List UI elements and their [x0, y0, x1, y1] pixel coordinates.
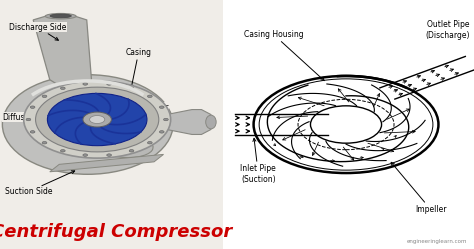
Text: Casing Housing: Casing Housing	[244, 30, 324, 81]
Circle shape	[129, 150, 134, 152]
Circle shape	[30, 106, 35, 108]
Circle shape	[107, 154, 111, 156]
Circle shape	[159, 106, 164, 108]
Circle shape	[47, 93, 147, 146]
Text: Impeller: Impeller	[134, 103, 169, 114]
Bar	[223, 0, 474, 249]
Circle shape	[42, 95, 47, 98]
Circle shape	[24, 81, 171, 158]
Circle shape	[61, 87, 65, 89]
Ellipse shape	[50, 14, 71, 18]
Text: Suction Side: Suction Side	[5, 171, 75, 196]
Polygon shape	[50, 154, 164, 172]
Ellipse shape	[45, 13, 76, 19]
Text: Inlet Pipe
(Suction): Inlet Pipe (Suction)	[240, 138, 276, 184]
Circle shape	[147, 95, 152, 98]
Ellipse shape	[2, 75, 173, 174]
Text: Outlet Pipe
(Discharge): Outlet Pipe (Discharge)	[426, 20, 470, 40]
Circle shape	[90, 116, 105, 124]
Polygon shape	[154, 110, 211, 134]
Circle shape	[83, 83, 88, 85]
Circle shape	[60, 150, 65, 152]
Circle shape	[164, 118, 168, 121]
Text: Diffuser: Diffuser	[2, 113, 33, 122]
Circle shape	[26, 118, 31, 121]
Circle shape	[147, 141, 152, 144]
Circle shape	[83, 112, 111, 127]
Circle shape	[36, 87, 159, 152]
Circle shape	[129, 87, 134, 89]
Text: Discharge Side: Discharge Side	[9, 23, 67, 40]
Circle shape	[159, 131, 164, 133]
Ellipse shape	[89, 131, 153, 158]
Polygon shape	[33, 15, 91, 87]
Circle shape	[42, 141, 47, 144]
Circle shape	[83, 154, 88, 156]
Text: Centrifugal Compressor: Centrifugal Compressor	[0, 223, 232, 241]
Text: Casing: Casing	[126, 48, 152, 88]
Circle shape	[30, 131, 35, 133]
Ellipse shape	[206, 115, 216, 129]
Text: engineeringlearn.com: engineeringlearn.com	[406, 239, 467, 244]
Circle shape	[107, 83, 111, 85]
Text: Impeller: Impeller	[391, 162, 446, 214]
